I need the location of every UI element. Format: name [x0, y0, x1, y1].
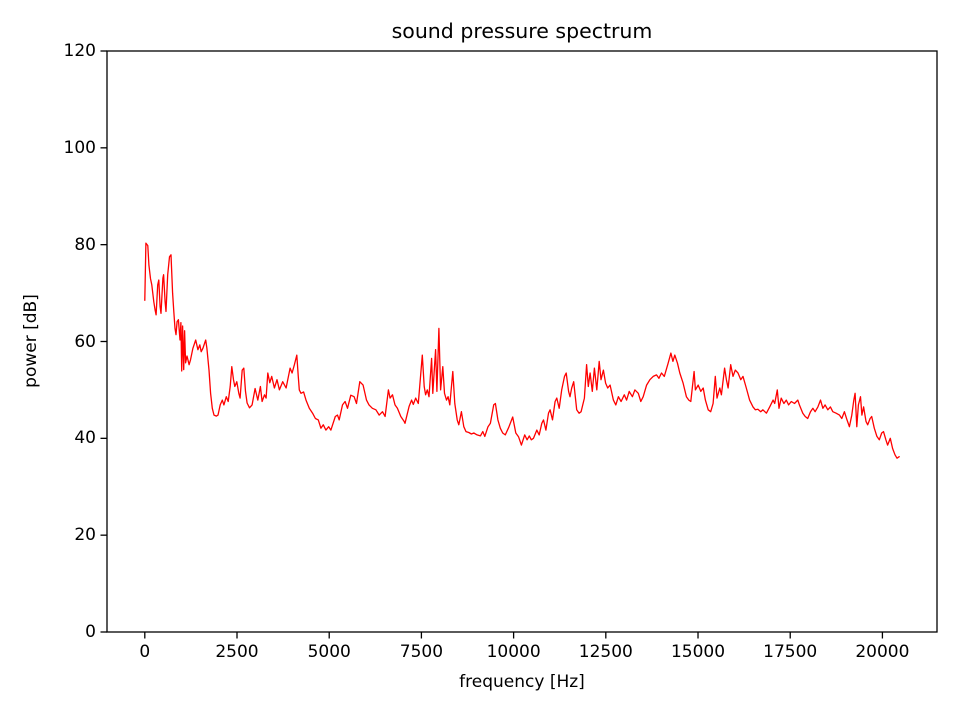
spectrum-line — [144, 242, 900, 459]
y-tick-label-120: 120 — [63, 41, 96, 61]
x-axis-label: frequency [Hz] — [459, 672, 585, 692]
y-tick-label-40: 40 — [74, 428, 96, 449]
x-tick-label-0: 0 — [139, 642, 151, 662]
axes-spines — [106, 50, 938, 633]
y-tick-label-60: 60 — [74, 331, 96, 352]
x-tick-label-7500: 7500 — [399, 642, 444, 662]
x-tick-label-2500: 2500 — [215, 642, 259, 662]
y-tick-label-20: 20 — [74, 525, 96, 546]
y-tick-label-0: 0 — [85, 622, 96, 642]
y-tick-label-80: 80 — [74, 234, 96, 255]
x-tick-label-20000: 20000 — [855, 642, 910, 662]
x-tick-label-10000: 10000 — [486, 642, 541, 662]
y-tick-label-100: 100 — [63, 137, 96, 158]
x-tick-label-17500: 17500 — [763, 642, 818, 662]
x-tick-label-12500: 12500 — [578, 642, 633, 662]
x-tick-label-5000: 5000 — [307, 642, 351, 662]
chart-title: sound pressure spectrum — [391, 19, 653, 43]
x-tick-label-15000: 15000 — [670, 642, 726, 662]
